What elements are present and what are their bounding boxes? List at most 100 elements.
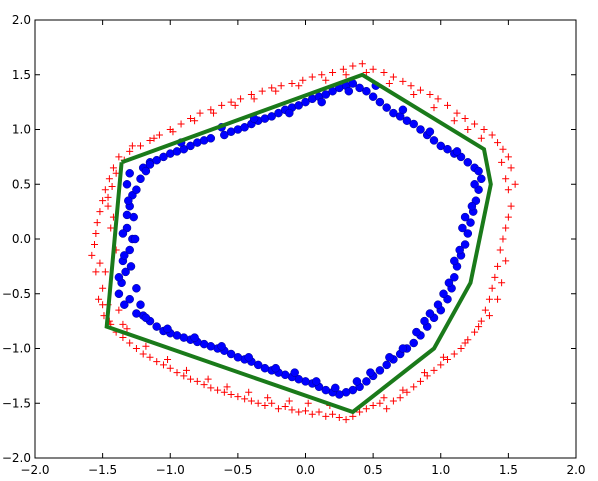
outer-point	[358, 60, 366, 68]
outer-point	[169, 128, 177, 136]
outer-point	[403, 388, 411, 396]
inner-point	[271, 363, 280, 373]
inner-point	[452, 147, 462, 156]
outer-point	[139, 350, 147, 358]
inner-point	[389, 108, 398, 118]
y-tick-label: 1.5	[12, 68, 31, 82]
outer-point	[329, 410, 337, 418]
outer-point	[220, 388, 228, 396]
outer-point	[288, 406, 296, 414]
outer-point	[193, 377, 201, 385]
inner-point	[121, 267, 130, 277]
inner-point	[344, 86, 354, 96]
outer-point	[356, 408, 364, 416]
outer-point	[146, 136, 154, 144]
outer-point	[485, 312, 493, 320]
inner-point	[152, 155, 161, 165]
outer-point	[389, 73, 397, 81]
inner-point	[294, 101, 303, 110]
outer-point	[502, 257, 510, 265]
outer-point	[504, 186, 512, 194]
outer-point	[426, 90, 434, 98]
outer-point	[295, 82, 303, 90]
inner-point	[362, 377, 371, 386]
inner-point	[244, 353, 253, 362]
inner-point	[260, 363, 270, 373]
outer-point	[105, 175, 113, 183]
outer-point	[281, 403, 289, 411]
inner-point	[366, 368, 375, 377]
outer-point	[416, 86, 424, 94]
outer-point	[362, 405, 370, 413]
outer-point	[444, 101, 452, 109]
outer-point	[164, 355, 172, 363]
outer-point	[439, 353, 447, 361]
outer-point	[362, 69, 370, 77]
outer-point	[507, 164, 515, 172]
inner-point	[186, 141, 195, 151]
outer-point	[95, 295, 103, 303]
outer-point	[250, 95, 258, 103]
outer-point	[92, 268, 100, 276]
outer-point	[302, 407, 309, 415]
outer-point	[385, 80, 393, 88]
outer-point	[308, 73, 316, 81]
outer-point	[430, 366, 438, 374]
outer-point	[485, 295, 493, 303]
inner-point	[420, 316, 429, 326]
inner-point	[362, 86, 371, 96]
outer-point	[123, 325, 131, 333]
outer-point	[453, 109, 461, 117]
outer-point	[96, 208, 104, 216]
y-tick-label: −0.5	[2, 287, 31, 301]
outer-point	[461, 339, 469, 347]
outer-point	[187, 375, 195, 383]
y-tick-label: −2.0	[2, 451, 31, 465]
outer-point	[304, 399, 312, 407]
outer-point	[380, 69, 388, 77]
outer-point	[491, 273, 499, 281]
inner-point	[409, 119, 418, 129]
outer-point	[274, 405, 282, 413]
outer-point	[182, 366, 190, 374]
y-tick-label: 2.0	[12, 13, 31, 27]
inner-point	[136, 300, 145, 309]
y-tick-label: 1.0	[12, 123, 31, 137]
outer-point	[477, 134, 485, 142]
inner-point	[114, 273, 124, 282]
outer-point	[450, 117, 458, 125]
outer-point	[389, 397, 397, 405]
outer-point	[295, 408, 303, 416]
inner-point	[274, 108, 283, 118]
outer-point	[494, 295, 502, 303]
inner-point	[290, 368, 299, 377]
outer-point	[399, 77, 407, 85]
inner-point	[125, 294, 134, 304]
outer-point	[288, 80, 296, 88]
outer-point	[200, 381, 208, 389]
outer-point	[272, 87, 280, 95]
inner-point	[382, 103, 391, 112]
outer-point	[407, 82, 415, 90]
outer-point	[444, 355, 452, 363]
outer-point	[322, 412, 330, 420]
outer-point	[268, 84, 276, 92]
inner-point	[398, 344, 408, 353]
inner-point	[402, 116, 412, 125]
outer-point	[480, 126, 488, 133]
outer-point	[396, 394, 404, 402]
outer-point	[159, 361, 167, 369]
inner-point	[444, 278, 454, 288]
inner-point	[433, 300, 443, 309]
inner-point	[463, 158, 473, 167]
inner-point	[466, 218, 475, 227]
inner-point	[141, 313, 151, 323]
outer-point	[247, 397, 255, 405]
inner-point	[382, 360, 391, 370]
outer-point	[318, 71, 326, 79]
inner-point	[124, 196, 133, 205]
outer-point	[104, 202, 112, 210]
outer-point	[376, 399, 384, 407]
inner-point	[163, 324, 172, 334]
outer-point	[234, 393, 242, 401]
